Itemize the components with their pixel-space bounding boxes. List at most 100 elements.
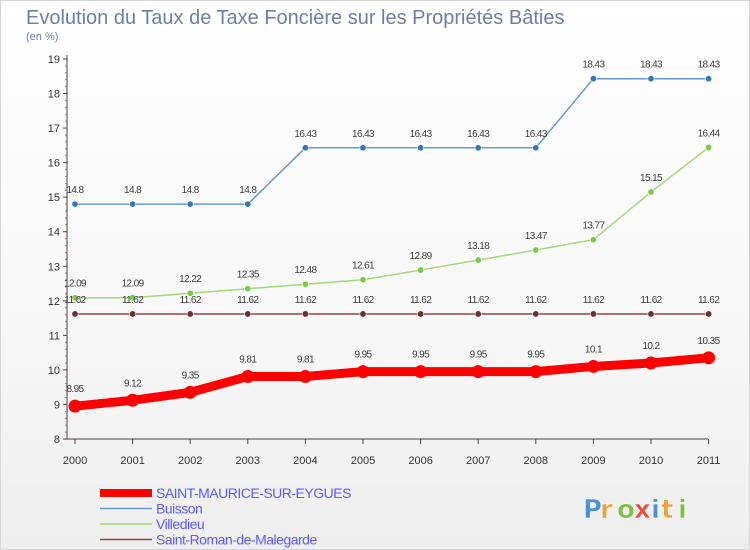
data-label: 16.44 [698,128,721,139]
data-point [705,143,713,151]
data-point [301,280,309,288]
data-label: 10.2 [642,341,660,352]
x-tick-label: 2002 [178,455,202,467]
data-point [471,365,485,379]
data-point [702,351,716,365]
series-layer [68,75,716,413]
data-point [705,75,713,83]
data-label: 9.12 [124,378,142,389]
data-point [129,200,137,208]
data-point [417,310,425,318]
data-point [301,144,309,152]
data-point [474,256,482,264]
data-label: 11.62 [583,295,605,306]
data-label: 13.18 [467,241,490,252]
data-label: 16.43 [352,129,375,140]
data-label: 16.43 [525,129,548,140]
y-tick-label: 15 [48,192,60,204]
data-label: 13.77 [582,221,605,232]
data-point [68,399,82,413]
data-point [589,75,597,83]
data-label: 15.15 [640,173,663,184]
data-point [586,359,600,373]
data-point [532,246,540,254]
y-tick-label: 12 [48,296,60,308]
data-label: 12.09 [64,279,87,290]
data-point [244,285,252,293]
chart-subtitle: (en %) [26,31,58,43]
data-point [356,365,370,379]
data-point [359,144,367,152]
data-point [71,294,79,302]
legend-label: SAINT-MAURICE-SUR-EYGUES [156,485,351,501]
data-point [186,310,194,318]
x-tick-label: 2007 [466,455,490,467]
legend: SAINT-MAURICE-SUR-EYGUESBuissonVilledieu… [100,485,352,548]
y-tick-label: 8 [54,434,60,446]
y-tick-label: 14 [48,227,60,239]
data-point [644,356,658,370]
y-tick-label: 17 [48,123,60,135]
x-tick-label: 2010 [639,455,663,467]
logo-letter: i [651,495,660,525]
data-label: 9.95 [470,350,488,361]
data-label: 14.8 [66,185,84,196]
y-tick-label: 18 [48,89,60,101]
data-label: 12.35 [237,270,260,281]
y-tick-label: 19 [48,54,60,66]
x-tick-label: 2004 [293,455,317,467]
legend-label: Buisson [156,501,202,517]
data-point [647,188,655,196]
data-label: 11.62 [698,295,720,306]
data-label: 9.81 [239,354,257,365]
data-point [186,289,194,297]
chart-title: Evolution du Taux de Taxe Foncière sur l… [26,7,564,29]
data-labels: 8.95 9.12 9.35 9.81 9.81 9.95 9.95 9.95 9.95 10.1… [64,60,721,395]
data-label: 12.89 [410,251,433,262]
data-label: 11.62 [640,295,662,306]
series-line [75,146,710,299]
data-point [529,365,543,379]
logo-letter: x [634,495,651,525]
logo-letter: P [583,495,602,525]
data-point [414,365,428,379]
data-label: 14.8 [239,185,257,196]
data-point [129,294,137,302]
data-label: 11.62 [352,295,374,306]
data-point [129,310,137,318]
series-line [75,77,709,205]
y-tick-label: 9 [54,399,60,411]
data-label: 9.81 [297,354,315,365]
series-1 [71,75,713,208]
x-tick-label: 2006 [408,455,432,467]
data-point [589,236,597,244]
y-tick-label: 10 [48,365,60,377]
data-label: 11.62 [122,295,144,306]
series-0 [68,351,716,413]
data-label: 16.43 [294,129,317,140]
x-tick-label: 2005 [351,455,375,467]
data-point [244,200,252,208]
data-point [186,200,194,208]
data-label: 14.8 [124,185,142,196]
x-tick-label: 2011 [697,455,721,467]
data-point [647,75,655,83]
data-label: 18.43 [640,60,663,71]
data-point [705,310,713,318]
y-tick-label: 16 [48,158,60,170]
x-tick-label: 2000 [63,455,87,467]
x-tick-label: 2001 [120,455,144,467]
data-point [298,369,312,383]
logo-letter: t [661,495,673,525]
data-label: 16.43 [467,129,490,140]
data-point [301,310,309,318]
data-label: 14.8 [182,185,200,196]
data-label: 18.43 [698,60,721,71]
data-point [241,369,255,383]
x-tick-label: 2009 [581,455,605,467]
logo-letter: r [600,495,613,525]
data-point [589,310,597,318]
data-label: 8.95 [66,384,84,395]
data-point [244,310,252,318]
